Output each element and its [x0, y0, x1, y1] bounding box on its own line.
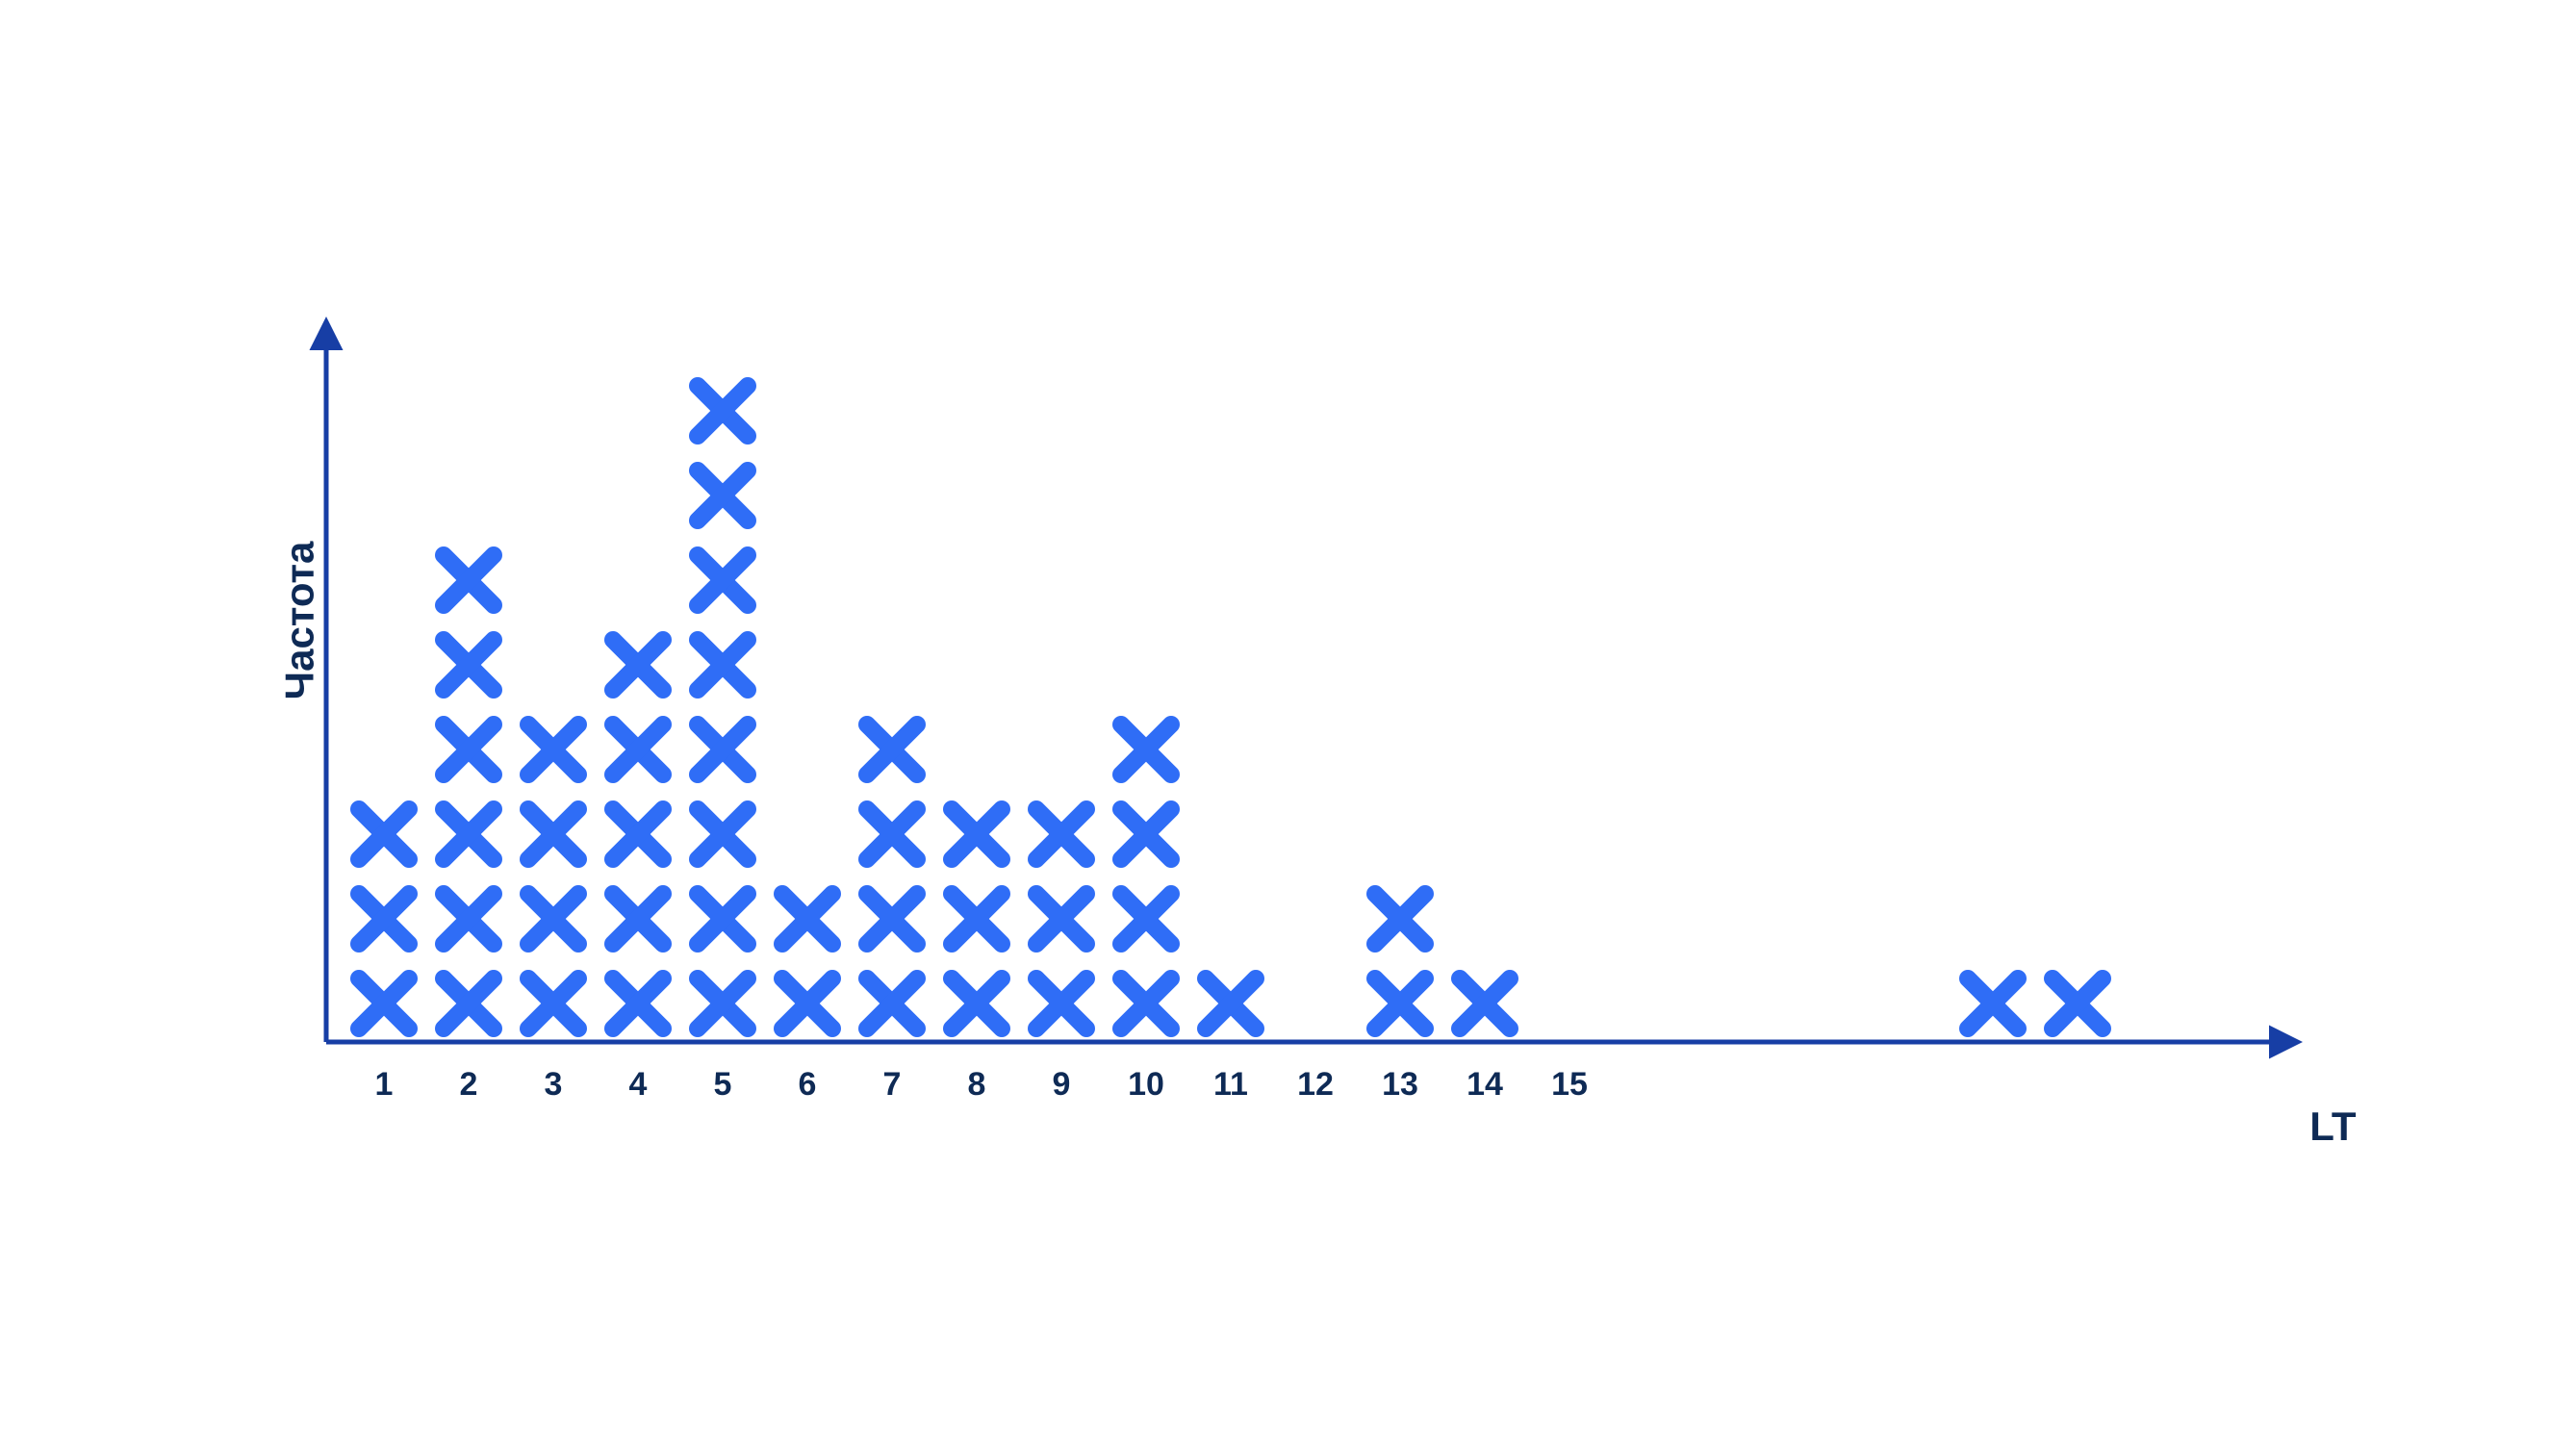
x-tick-label: 9	[1052, 1066, 1070, 1103]
y-axis-label: Частота	[276, 541, 322, 699]
data-marker	[952, 809, 1002, 859]
data-marker	[613, 640, 663, 690]
data-marker	[698, 640, 748, 690]
data-marker	[359, 809, 409, 859]
data-marker	[613, 978, 663, 1029]
data-marker	[867, 894, 917, 944]
data-marker	[698, 978, 748, 1029]
x-tick-label: 1	[374, 1066, 393, 1103]
x-tick-label: 3	[544, 1066, 562, 1103]
x-tick-label: 8	[967, 1066, 985, 1103]
x-tick-label: 6	[798, 1066, 816, 1103]
data-marker	[1206, 978, 1256, 1029]
data-marker	[2053, 978, 2103, 1029]
data-marker	[528, 978, 578, 1029]
x-tick-label: 4	[628, 1066, 647, 1103]
data-marker	[528, 724, 578, 775]
x-tick-label: 2	[459, 1066, 477, 1103]
x-tick-label: 13	[1382, 1066, 1418, 1103]
x-tick-label: 5	[713, 1066, 731, 1103]
data-marker	[444, 555, 494, 605]
x-tick-label: 11	[1213, 1066, 1248, 1103]
data-marker	[444, 809, 494, 859]
data-marker	[1036, 894, 1086, 944]
data-marker	[1375, 978, 1425, 1029]
x-axis-label: LT	[2309, 1104, 2356, 1150]
x-tick-label: 12	[1297, 1066, 1334, 1103]
data-marker	[613, 724, 663, 775]
data-marker	[867, 978, 917, 1029]
data-marker	[698, 724, 748, 775]
data-marker	[444, 894, 494, 944]
data-marker	[444, 978, 494, 1029]
data-marker	[613, 809, 663, 859]
data-marker	[867, 809, 917, 859]
data-marker	[528, 809, 578, 859]
data-marker	[952, 978, 1002, 1029]
data-marker	[444, 724, 494, 775]
data-marker	[952, 894, 1002, 944]
data-marker	[698, 470, 748, 521]
data-marker	[1036, 809, 1086, 859]
dotplot-chart: Частота LT 123456789101112131415	[230, 292, 2347, 1157]
data-marker	[1968, 978, 2018, 1029]
x-tick-label: 14	[1467, 1066, 1503, 1103]
data-marker	[698, 555, 748, 605]
data-marker	[613, 894, 663, 944]
data-marker	[1036, 978, 1086, 1029]
data-marker	[782, 978, 832, 1029]
x-tick-label: 15	[1551, 1066, 1588, 1103]
data-marker	[1121, 724, 1171, 775]
plot-svg: 123456789101112131415	[230, 292, 2347, 1157]
x-tick-label: 7	[882, 1066, 901, 1103]
x-tick-label: 10	[1128, 1066, 1164, 1103]
data-marker	[359, 978, 409, 1029]
data-marker	[444, 640, 494, 690]
data-marker	[1121, 809, 1171, 859]
data-marker	[359, 894, 409, 944]
data-marker	[1460, 978, 1510, 1029]
data-marker	[698, 386, 748, 436]
data-marker	[1121, 894, 1171, 944]
data-marker	[1375, 894, 1425, 944]
data-marker	[867, 724, 917, 775]
data-marker	[782, 894, 832, 944]
data-marker	[698, 894, 748, 944]
data-marker	[528, 894, 578, 944]
data-marker	[1121, 978, 1171, 1029]
data-marker	[698, 809, 748, 859]
